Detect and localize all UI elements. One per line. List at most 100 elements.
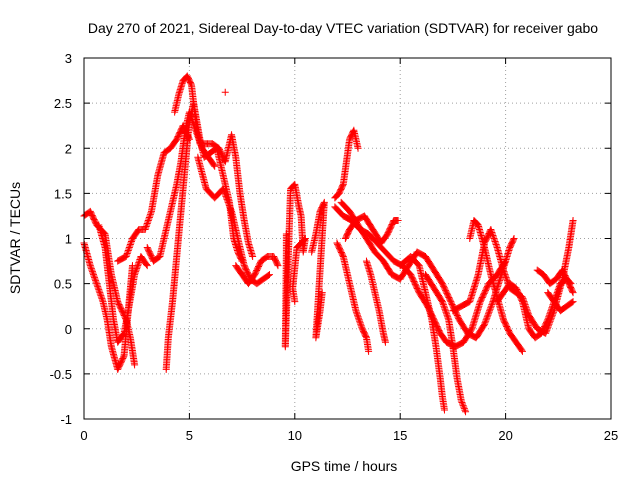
data-point: [489, 233, 497, 241]
y-tick-label: 0.5: [54, 277, 72, 292]
y-tick-label: 1: [65, 232, 72, 247]
data-point: [492, 241, 500, 249]
data-point: [499, 266, 507, 274]
data-point: [147, 209, 155, 217]
y-tick-label: 0: [65, 322, 72, 337]
y-tick-label: -0.5: [50, 367, 72, 382]
data-point: [548, 304, 556, 312]
data-point: [546, 310, 554, 318]
data-point: [126, 241, 134, 249]
data-point: [221, 191, 229, 199]
data-point: [146, 212, 154, 220]
data-point: [125, 244, 133, 252]
data-point: [553, 290, 561, 298]
data-point: [458, 398, 466, 406]
data-point: [92, 277, 100, 285]
data-point: [95, 287, 103, 295]
data-point: [438, 298, 446, 306]
data-point: [490, 235, 498, 242]
data-point: [92, 278, 100, 286]
series-arc-21: [466, 216, 526, 355]
data-point: [126, 242, 134, 250]
data-point: [225, 200, 233, 208]
data-point: [93, 280, 101, 288]
data-point: [94, 283, 102, 291]
x-tick-label: 5: [186, 428, 193, 443]
data-point: [95, 286, 103, 294]
data-point: [460, 403, 468, 411]
data-point: [291, 298, 299, 306]
data-point: [125, 245, 133, 253]
data-point: [486, 305, 494, 313]
data-point: [133, 265, 141, 273]
data-point: [98, 295, 106, 303]
data-point: [555, 283, 563, 291]
data-point: [487, 302, 495, 310]
data-point: [491, 238, 499, 246]
data-point: [220, 186, 228, 194]
x-tick-label: 0: [80, 428, 87, 443]
grid-lines: [84, 58, 611, 419]
data-point: [146, 210, 154, 218]
data-point: [461, 406, 469, 414]
data-point: [354, 313, 362, 321]
data-point: [266, 271, 274, 279]
data-point: [339, 251, 347, 259]
data-point: [500, 268, 508, 276]
y-tick-label: 3: [65, 51, 72, 66]
data-point: [518, 296, 526, 304]
data-point: [141, 225, 149, 233]
data-point: [132, 268, 140, 276]
data-point: [225, 201, 233, 209]
data-point: [134, 262, 142, 270]
x-tick-labels: 0 5 10 15 20 25: [80, 428, 618, 443]
data-point: [142, 260, 150, 268]
series-arc-11: [308, 198, 328, 342]
data-point: [122, 253, 130, 261]
data-point: [90, 272, 98, 280]
data-point: [86, 262, 94, 270]
data-point: [489, 231, 497, 239]
data-point: [127, 239, 135, 247]
x-tick-label: 20: [498, 428, 512, 443]
data-point: [502, 274, 510, 282]
data-point: [127, 238, 135, 246]
data-point: [545, 311, 553, 319]
data-point: [503, 275, 511, 283]
data-point: [501, 271, 509, 279]
data-point: [131, 269, 139, 277]
data-point: [355, 314, 363, 322]
data-point: [459, 402, 467, 410]
data-point: [440, 302, 448, 310]
data-point: [486, 307, 494, 315]
data-point: [219, 185, 227, 193]
data-point: [547, 305, 555, 313]
data-point: [357, 320, 365, 328]
data-point: [460, 405, 468, 413]
data-point: [352, 308, 360, 316]
data-point: [98, 296, 106, 304]
axis-ticks: [83, 57, 612, 420]
data-point: [487, 225, 495, 233]
data-point: [274, 262, 282, 270]
data-point: [91, 275, 99, 283]
chart-title: Day 270 of 2021, Sidereal Day-to-day VTE…: [88, 20, 598, 36]
data-point: [131, 271, 139, 279]
data-point: [518, 347, 526, 355]
data-point: [547, 307, 555, 315]
data-point: [552, 292, 560, 300]
data-point: [555, 284, 563, 292]
data-point: [487, 227, 495, 235]
data-point: [487, 304, 495, 312]
data-point: [339, 182, 347, 190]
data-point: [553, 289, 561, 297]
data-point: [223, 194, 231, 202]
data-point: [352, 307, 360, 315]
y-tick-label: -1: [60, 412, 72, 427]
data-point: [488, 301, 496, 309]
data-point: [394, 216, 402, 224]
series-arc-8: [194, 153, 274, 288]
data-point: [134, 260, 142, 268]
data-point: [568, 298, 576, 306]
data-point: [457, 397, 465, 405]
